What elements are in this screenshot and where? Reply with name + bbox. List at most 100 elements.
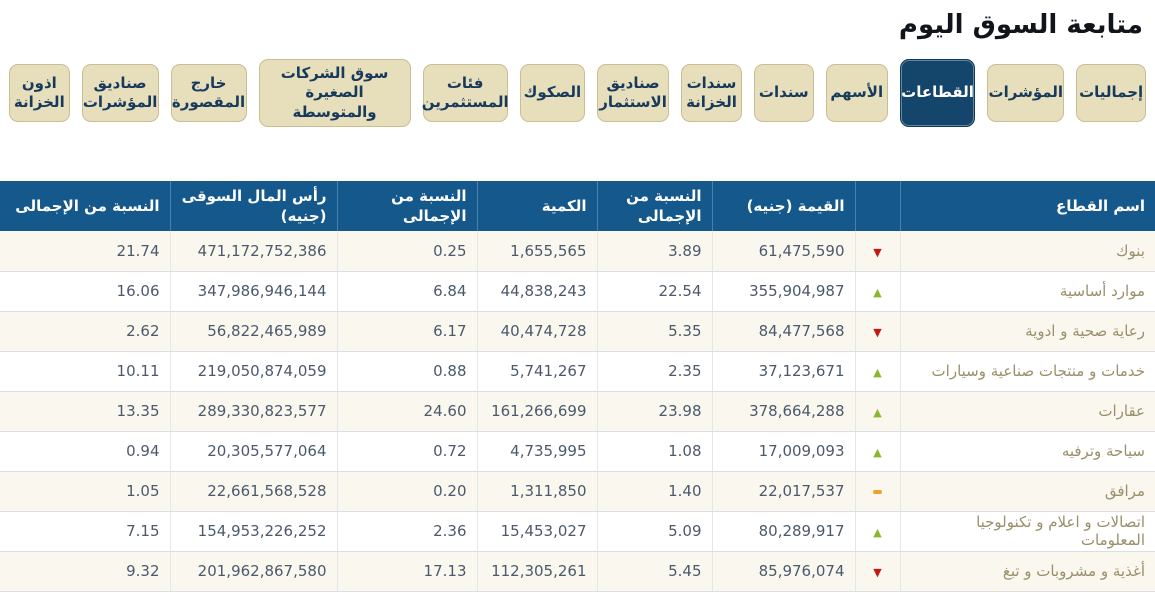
value-pct-cell: 1.40 bbox=[597, 471, 713, 512]
change-direction-icon bbox=[873, 324, 881, 339]
value-pct-cell: 5.09 bbox=[597, 511, 713, 552]
quantity-pct-cell: 24.60 bbox=[337, 391, 478, 432]
market-cap-cell: 347,986,946,144 bbox=[170, 271, 338, 312]
change-cell bbox=[855, 231, 901, 272]
change-direction-icon bbox=[873, 524, 881, 539]
sector-name-cell: خدمات و منتجات صناعية وسيارات bbox=[900, 351, 1155, 392]
page-header: متابعة السوق اليوم bbox=[0, 0, 1155, 58]
market-tab[interactable]: المؤشرات bbox=[987, 64, 1065, 122]
quantity-cell: 161,266,699 bbox=[477, 391, 598, 432]
change-direction-icon bbox=[873, 444, 881, 459]
tab-label: صناديق الاستثمار bbox=[599, 73, 667, 112]
tab-label: سندات الخزانة bbox=[686, 73, 737, 112]
change-direction-icon bbox=[873, 404, 881, 419]
tab-label: سندات bbox=[758, 83, 809, 102]
value-pct-cell: 2.35 bbox=[597, 351, 713, 392]
quantity-cell: 15,453,027 bbox=[477, 511, 598, 552]
market-cap-pct-cell: 1.05 bbox=[0, 471, 171, 512]
value-cell: 84,477,568 bbox=[712, 311, 856, 352]
tab-label: القطاعات bbox=[901, 83, 974, 102]
sector-row: اتصالات و اعلام و تكنولوجيا المعلومات 80… bbox=[0, 511, 1155, 552]
tab-label: صناديق المؤشرات bbox=[82, 73, 158, 112]
market-cap-pct-cell: 10.11 bbox=[0, 351, 171, 392]
market-tab[interactable]: فئات المستثمرين bbox=[421, 64, 509, 122]
page-title: متابعة السوق اليوم bbox=[898, 10, 1143, 40]
market-tab[interactable]: سندات الخزانة bbox=[681, 64, 742, 122]
header-value-pct: النسبة من الإجمالى bbox=[597, 181, 713, 231]
market-tab[interactable]: صناديق المؤشرات bbox=[81, 64, 159, 122]
tab-label: سوق الشركات الصغيرة والمتوسطة bbox=[280, 63, 389, 121]
change-cell bbox=[855, 471, 901, 512]
tab-label: الصكوك bbox=[523, 83, 582, 102]
market-tab[interactable]: خارج المقصورة bbox=[170, 64, 247, 122]
sector-row: رعاية صحية و ادوية 84,477,568 5.35 40,47… bbox=[0, 311, 1155, 352]
sector-name-cell: سياحة وترفيه bbox=[900, 431, 1155, 472]
market-cap-cell: 201,962,867,580 bbox=[170, 551, 338, 592]
quantity-pct-cell: 0.20 bbox=[337, 471, 478, 512]
header-sector-name: اسم القطاع bbox=[900, 181, 1155, 231]
sector-name-cell: موارد أساسية bbox=[900, 271, 1155, 312]
tab-label: خارج المقصورة bbox=[171, 73, 246, 112]
header-change bbox=[855, 181, 901, 231]
market-tab[interactable]: سندات bbox=[753, 64, 814, 122]
value-pct-cell: 23.98 bbox=[597, 391, 713, 432]
tab-label: المؤشرات bbox=[988, 83, 1064, 102]
quantity-pct-cell: 6.84 bbox=[337, 271, 478, 312]
value-pct-cell: 22.54 bbox=[597, 271, 713, 312]
market-tab[interactable]: اذون الخزانة bbox=[9, 64, 70, 122]
market-tab[interactable]: الصكوك bbox=[519, 64, 585, 122]
value-cell: 355,904,987 bbox=[712, 271, 856, 312]
change-cell bbox=[855, 271, 901, 312]
market-tab[interactable]: سوق الشركات الصغيرة والمتوسطة bbox=[258, 58, 411, 128]
market-cap-cell: 20,305,577,064 bbox=[170, 431, 338, 472]
market-tab[interactable]: إجماليات bbox=[1076, 64, 1146, 122]
table-body: بنوك 61,475,590 3.89 1,655,565 0.25 471,… bbox=[0, 231, 1155, 592]
change-cell bbox=[855, 511, 901, 552]
sector-name-cell: أغذية و مشروبات و تبغ bbox=[900, 551, 1155, 592]
change-direction-icon bbox=[873, 244, 881, 259]
change-direction-icon bbox=[873, 489, 882, 494]
value-pct-cell: 3.89 bbox=[597, 231, 713, 272]
market-cap-pct-cell: 7.15 bbox=[0, 511, 171, 552]
sector-row: خدمات و منتجات صناعية وسيارات 37,123,671… bbox=[0, 351, 1155, 392]
header-quantity: الكمية bbox=[477, 181, 598, 231]
quantity-pct-cell: 2.36 bbox=[337, 511, 478, 552]
change-cell bbox=[855, 351, 901, 392]
tab-label: الأسهم bbox=[830, 83, 884, 102]
market-tab[interactable]: الأسهم bbox=[825, 64, 888, 122]
market-tab[interactable]: صناديق الاستثمار bbox=[596, 64, 670, 122]
market-cap-cell: 219,050,874,059 bbox=[170, 351, 338, 392]
market-cap-pct-cell: 2.62 bbox=[0, 311, 171, 352]
quantity-pct-cell: 17.13 bbox=[337, 551, 478, 592]
quantity-pct-cell: 0.88 bbox=[337, 351, 478, 392]
sector-name-cell: رعاية صحية و ادوية bbox=[900, 311, 1155, 352]
tab-label: فئات المستثمرين bbox=[421, 73, 509, 112]
tab-label: اذون الخزانة bbox=[13, 73, 65, 112]
quantity-cell: 1,311,850 bbox=[477, 471, 598, 512]
value-cell: 17,009,093 bbox=[712, 431, 856, 472]
market-cap-pct-cell: 16.06 bbox=[0, 271, 171, 312]
sector-row: مرافق 22,017,537 1.40 1,311,850 0.20 22,… bbox=[0, 471, 1155, 512]
change-cell bbox=[855, 391, 901, 432]
change-direction-icon bbox=[873, 564, 881, 579]
quantity-cell: 112,305,261 bbox=[477, 551, 598, 592]
value-pct-cell: 1.08 bbox=[597, 431, 713, 472]
sectors-table-wrap: اسم القطاع القيمة (جنيه) النسبة من الإجم… bbox=[0, 181, 1155, 592]
quantity-pct-cell: 6.17 bbox=[337, 311, 478, 352]
market-cap-pct-cell: 9.32 bbox=[0, 551, 171, 592]
market-cap-pct-cell: 0.94 bbox=[0, 431, 171, 472]
sector-row: عقارات 378,664,288 23.98 161,266,699 24.… bbox=[0, 391, 1155, 432]
quantity-cell: 40,474,728 bbox=[477, 311, 598, 352]
header-market-cap-pct: النسبة من الإجمالى bbox=[0, 181, 171, 231]
market-tab[interactable]: القطاعات bbox=[899, 59, 976, 127]
market-tab-bar: إجماليات المؤشرات القطاعات الأسهم سندات … bbox=[0, 58, 1155, 128]
market-cap-cell: 56,822,465,989 bbox=[170, 311, 338, 352]
sector-name-cell: مرافق bbox=[900, 471, 1155, 512]
sector-name-cell: عقارات bbox=[900, 391, 1155, 432]
value-pct-cell: 5.35 bbox=[597, 311, 713, 352]
value-cell: 378,664,288 bbox=[712, 391, 856, 432]
header-quantity-pct: النسبة من الإجمالى bbox=[337, 181, 478, 231]
market-cap-pct-cell: 13.35 bbox=[0, 391, 171, 432]
tab-label: إجماليات bbox=[1079, 83, 1144, 102]
